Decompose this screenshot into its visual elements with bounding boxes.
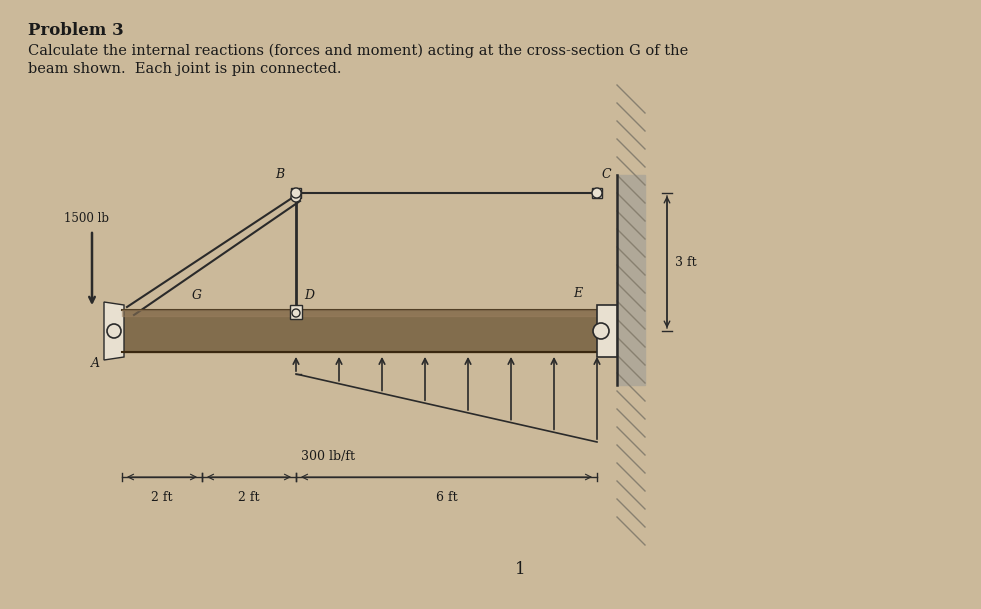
Text: 1500 lb: 1500 lb bbox=[65, 212, 110, 225]
Text: Problem 3: Problem 3 bbox=[28, 22, 124, 39]
Text: 2 ft: 2 ft bbox=[151, 491, 173, 504]
Text: Calculate the internal reactions (forces and moment) acting at the cross-section: Calculate the internal reactions (forces… bbox=[28, 44, 689, 58]
Text: 300 lb/ft: 300 lb/ft bbox=[301, 450, 355, 463]
Text: 1: 1 bbox=[515, 561, 525, 579]
Text: 2 ft: 2 ft bbox=[238, 491, 260, 504]
Text: G: G bbox=[192, 289, 202, 302]
Circle shape bbox=[592, 188, 602, 198]
Circle shape bbox=[291, 192, 301, 202]
Circle shape bbox=[593, 323, 609, 339]
Bar bbox=[291, 188, 301, 198]
Bar bbox=[592, 188, 602, 198]
Text: B: B bbox=[275, 168, 284, 181]
Polygon shape bbox=[104, 302, 124, 360]
Text: C: C bbox=[602, 168, 611, 181]
Bar bbox=[290, 305, 302, 319]
Text: E: E bbox=[573, 287, 582, 300]
Text: 6 ft: 6 ft bbox=[436, 491, 457, 504]
Circle shape bbox=[292, 309, 300, 317]
Circle shape bbox=[291, 188, 301, 198]
Circle shape bbox=[107, 324, 121, 338]
Bar bbox=[122, 310, 597, 352]
Text: 3 ft: 3 ft bbox=[675, 256, 697, 269]
Text: D: D bbox=[304, 289, 314, 302]
Text: A: A bbox=[91, 357, 100, 370]
Bar bbox=[597, 305, 617, 357]
Text: beam shown.  Each joint is pin connected.: beam shown. Each joint is pin connected. bbox=[28, 62, 341, 76]
Bar bbox=[617, 175, 645, 385]
